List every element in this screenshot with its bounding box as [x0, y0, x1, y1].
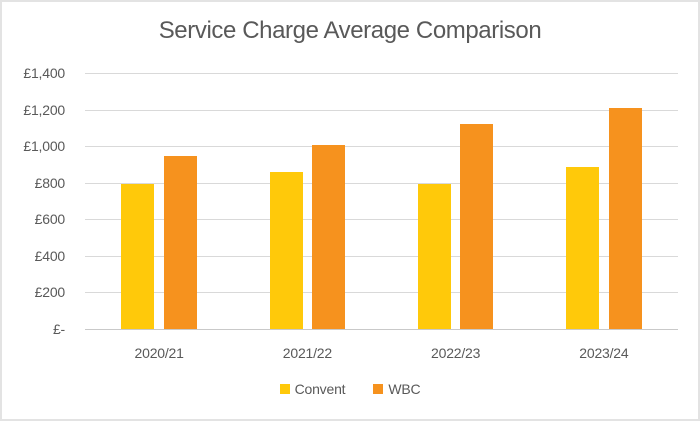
gridline-800	[85, 182, 678, 184]
legend-item-convent: Convent	[279, 381, 346, 397]
y-tick-label-800: £800	[34, 174, 66, 191]
gridline-400	[85, 255, 678, 257]
bar-convent-2023-24	[566, 167, 600, 329]
legend: Convent WBC	[2, 381, 698, 397]
bar-wbc-2022-23	[460, 124, 494, 329]
y-tick-label-400: £400	[34, 247, 66, 264]
legend-swatch-wbc	[373, 384, 384, 394]
legend-label-wbc: WBC	[388, 381, 421, 397]
bar-wbc-2021-22	[312, 145, 346, 329]
x-tick-label-2023-24: 2023/24	[579, 345, 629, 361]
gridline-1200	[85, 109, 678, 111]
legend-label-convent: Convent	[294, 381, 346, 397]
plot-area	[85, 73, 678, 330]
x-tick-label-2021-22: 2021/22	[282, 345, 332, 361]
gridline-1000	[85, 146, 678, 148]
y-tick-label-200: £200	[34, 284, 66, 301]
legend-swatch-convent	[279, 384, 290, 394]
legend-item-wbc: WBC	[373, 381, 421, 397]
chart-title: Service Charge Average Comparison	[158, 17, 542, 44]
y-tick-label-600: £600	[34, 211, 66, 228]
x-tick-label-2022-23: 2022/23	[431, 345, 481, 361]
y-tick-label-1000: £1,000	[23, 138, 65, 155]
bar-convent-2020-21	[121, 183, 155, 329]
gridline-1400	[85, 73, 678, 74]
y-tick-label-1200: £1,200	[23, 101, 65, 118]
y-tick-label-1400: £1,400	[23, 65, 65, 81]
bar-convent-2022-23	[417, 183, 451, 329]
gridline-0	[85, 329, 678, 330]
bar-wbc-2023-24	[608, 107, 642, 329]
gridline-600	[85, 219, 678, 221]
x-tick-label-2020-21: 2020/21	[134, 345, 184, 361]
bar-wbc-2020-21	[163, 156, 197, 329]
bar-convent-2021-22	[269, 171, 303, 329]
gridline-200	[85, 292, 678, 294]
y-tick-label-0: £-	[52, 321, 65, 337]
